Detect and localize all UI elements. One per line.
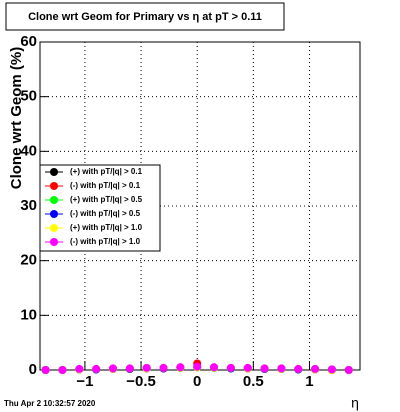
marker bbox=[260, 364, 269, 373]
x-tick-label: 1 bbox=[305, 373, 313, 390]
marker bbox=[294, 364, 303, 373]
marker bbox=[226, 363, 235, 372]
x-tick-label: 0 bbox=[193, 373, 201, 390]
marker bbox=[58, 366, 67, 374]
legend-label: (-) with pT/|q| > 1.0 bbox=[70, 237, 141, 246]
legend-marker bbox=[50, 224, 58, 232]
marker bbox=[210, 363, 219, 372]
y-tick-label: 30 bbox=[20, 197, 37, 214]
legend-marker bbox=[50, 168, 58, 176]
y-tick-label: 50 bbox=[20, 88, 37, 105]
marker bbox=[92, 364, 101, 373]
legend-box bbox=[39, 164, 161, 252]
x-axis-label: η bbox=[351, 395, 359, 411]
marker bbox=[142, 363, 151, 372]
legend-label: (+) with pT/|q| > 0.1 bbox=[70, 167, 143, 176]
legend-label: (+) with pT/|q| > 1.0 bbox=[70, 223, 143, 232]
y-axis-label: Clone wrt Geom (%) bbox=[8, 47, 25, 190]
x-tick-label: 0.5 bbox=[243, 373, 264, 390]
legend-marker bbox=[50, 210, 58, 218]
marker bbox=[41, 366, 50, 374]
timestamp: Thu Apr 2 10:32:57 2020 bbox=[4, 399, 96, 408]
marker bbox=[344, 366, 353, 374]
marker bbox=[75, 364, 84, 373]
marker bbox=[327, 365, 336, 374]
y-tick-label: 0 bbox=[29, 361, 37, 378]
marker bbox=[176, 363, 185, 372]
y-tick-label: 10 bbox=[20, 306, 37, 323]
chart-title: Clone wrt Geom for Primary vs η at pT > … bbox=[28, 11, 262, 23]
x-tick-label: −1 bbox=[76, 373, 93, 390]
legend-label: (-) with pT/|q| > 0.1 bbox=[70, 181, 141, 190]
marker bbox=[193, 362, 202, 371]
marker bbox=[108, 364, 117, 373]
x-tick-label: −0.5 bbox=[126, 373, 156, 390]
marker bbox=[243, 363, 252, 372]
legend-marker bbox=[50, 238, 58, 246]
title-box bbox=[5, 2, 285, 31]
legend-marker bbox=[50, 196, 58, 204]
marker bbox=[125, 364, 134, 373]
marker bbox=[277, 364, 286, 373]
y-tick-label: 40 bbox=[20, 142, 37, 159]
marker bbox=[311, 364, 320, 373]
marker bbox=[159, 363, 168, 372]
legend-label: (-) with pT/|q| > 0.5 bbox=[70, 209, 141, 218]
y-tick-label: 60 bbox=[20, 33, 37, 50]
legend-marker bbox=[50, 182, 58, 190]
legend-label: (+) with pT/|q| > 0.5 bbox=[70, 195, 143, 204]
y-tick-label: 20 bbox=[20, 252, 37, 269]
